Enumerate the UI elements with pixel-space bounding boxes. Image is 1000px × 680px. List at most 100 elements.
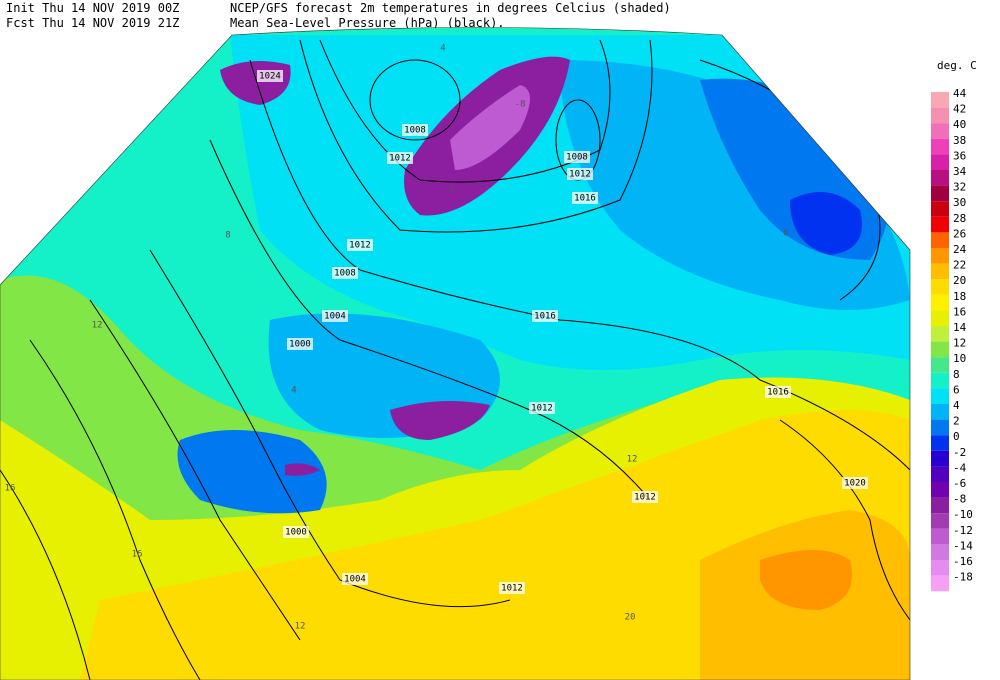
legend-swatch	[931, 528, 949, 545]
legend-label: -2	[953, 446, 966, 459]
temperature-label: 8	[225, 231, 230, 241]
legend-label: 16	[953, 305, 966, 318]
legend-label: 14	[953, 321, 967, 334]
legend-label: -14	[953, 539, 973, 552]
legend-label: 24	[953, 243, 967, 256]
temperature-label: 4	[440, 44, 445, 54]
isobar-label-bg	[283, 526, 309, 538]
isobar-label-bg	[387, 152, 413, 164]
legend: 4442403836343230282624222018161412108642…	[931, 87, 973, 592]
legend-label: 2	[953, 415, 960, 428]
isobar-label: 1000	[285, 528, 307, 538]
legend-swatch	[931, 404, 949, 420]
isobar-label-bg	[529, 402, 555, 414]
isobar-label-bg	[257, 70, 283, 82]
isobar-label: 1016	[574, 194, 596, 204]
isobar-label-bg	[572, 192, 598, 204]
legend-swatch	[931, 544, 949, 560]
isobar-label-bg	[499, 582, 525, 594]
legend-label: 40	[953, 118, 966, 131]
legend-label: 38	[953, 134, 966, 147]
legend-label: -4	[953, 461, 967, 474]
legend-swatch	[931, 497, 949, 514]
legend-label: 34	[953, 165, 967, 178]
temperature-label: 12	[627, 455, 638, 465]
temperature-label: -2	[444, 186, 455, 196]
legend-swatch	[931, 248, 949, 264]
isobar-label: 1008	[404, 126, 426, 136]
isobar-label: 1020	[844, 479, 866, 489]
legend-swatch	[931, 482, 949, 498]
legend-label: 18	[953, 290, 966, 303]
legend-swatch	[931, 232, 949, 248]
legend-swatch	[931, 450, 949, 467]
temperature-label: 4	[291, 386, 296, 396]
overlay-text: Mean Sea-Level Pressure (hPa) (black).	[230, 16, 505, 30]
legend-label: 28	[953, 212, 966, 225]
isobar-label: 1012	[501, 584, 523, 594]
legend-swatch	[931, 435, 949, 451]
isobar-label: 1008	[334, 269, 356, 279]
legend-label: 26	[953, 227, 966, 240]
legend-label: 42	[953, 103, 966, 116]
legend-swatch	[931, 326, 949, 342]
legend-swatch	[931, 279, 949, 295]
temperature-label: -8	[515, 100, 526, 110]
isobar-label: 1016	[534, 312, 556, 322]
legend-swatch	[931, 310, 949, 326]
legend-label: 0	[953, 430, 960, 443]
legend-label: 12	[953, 337, 966, 350]
legend-label: 20	[953, 274, 966, 287]
map-frame	[0, 27, 911, 680]
isobar-label-bg	[567, 168, 593, 180]
legend-swatch	[931, 294, 949, 311]
legend-label: 36	[953, 149, 966, 162]
legend-label: -18	[953, 571, 973, 584]
isobar-label: 1012	[389, 154, 411, 164]
legend-swatch	[931, 170, 949, 186]
isobar-label: 1008	[566, 153, 588, 163]
legend-swatch	[931, 388, 949, 404]
legend-swatch	[931, 154, 949, 170]
legend-swatch	[931, 560, 949, 576]
isobar-label: 1024	[259, 72, 281, 82]
legend-label: 32	[953, 181, 966, 194]
legend-swatch	[931, 357, 949, 373]
legend-swatch	[931, 372, 949, 389]
isobar-label-bg	[332, 267, 358, 279]
product-text: NCEP/GFS forecast 2m temperatures in deg…	[230, 1, 671, 15]
legend-swatch	[931, 341, 949, 358]
legend-label: 44	[953, 87, 967, 100]
isobar-label-bg	[402, 124, 428, 136]
legend-label: -10	[953, 508, 973, 521]
isobar-label: 1000	[289, 340, 311, 350]
legend-label: 8	[953, 368, 960, 381]
temperature-label: 12	[92, 321, 103, 331]
fcst-text: Fcst Thu 14 NOV 2019 21Z	[6, 16, 179, 30]
map-labels: 1024 1008 1012 1008 1012 1016 1012 1008 1004 1000…	[5, 44, 868, 632]
legend-label: 6	[953, 383, 960, 396]
isobar-label: 1004	[344, 575, 366, 585]
legend-label: -12	[953, 524, 973, 537]
temperature-label: 8	[783, 229, 788, 239]
legend-label: 22	[953, 259, 966, 272]
isobar-label-bg	[322, 310, 348, 322]
legend-label: -6	[953, 477, 966, 490]
isobar-label-bg	[765, 386, 791, 398]
legend-swatch	[931, 185, 949, 202]
temperature-label: 16	[5, 484, 16, 494]
isobar-label: 1012	[349, 241, 371, 251]
legend-swatch	[931, 419, 949, 436]
legend-label: -16	[953, 555, 973, 568]
isobar-label-bg	[287, 338, 313, 350]
legend-swatch	[931, 201, 949, 217]
isobar-label-bg	[342, 573, 368, 585]
legend-swatch	[931, 513, 949, 529]
legend-swatch	[931, 216, 949, 233]
legend-label: 30	[953, 196, 966, 209]
isobar-label-bg	[632, 491, 658, 503]
legend-swatch	[931, 123, 949, 139]
legend-title: deg. C	[937, 59, 977, 72]
isobars	[0, 39, 910, 680]
